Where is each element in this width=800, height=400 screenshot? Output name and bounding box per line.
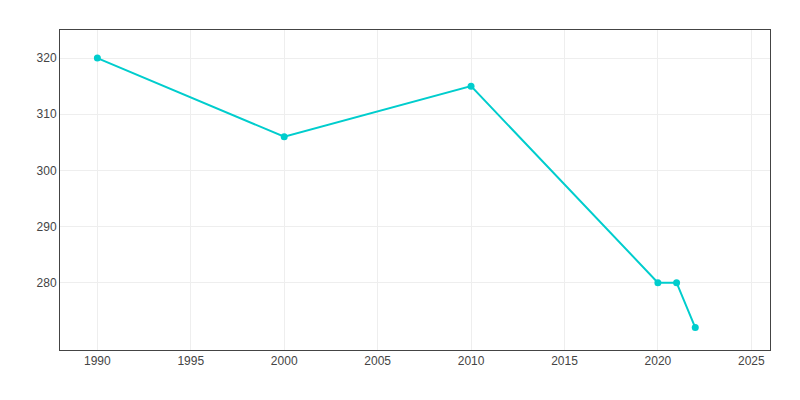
- svg-text:2010: 2010: [458, 354, 485, 368]
- svg-text:2005: 2005: [364, 354, 391, 368]
- svg-text:310: 310: [37, 107, 57, 121]
- svg-text:1990: 1990: [84, 354, 111, 368]
- svg-text:300: 300: [37, 164, 57, 178]
- svg-text:2025: 2025: [738, 354, 765, 368]
- svg-text:2000: 2000: [271, 354, 298, 368]
- svg-text:2015: 2015: [551, 354, 578, 368]
- svg-text:280: 280: [37, 276, 57, 290]
- svg-text:290: 290: [37, 220, 57, 234]
- svg-text:2020: 2020: [645, 354, 672, 368]
- svg-text:320: 320: [37, 51, 57, 65]
- svg-text:1995: 1995: [177, 354, 204, 368]
